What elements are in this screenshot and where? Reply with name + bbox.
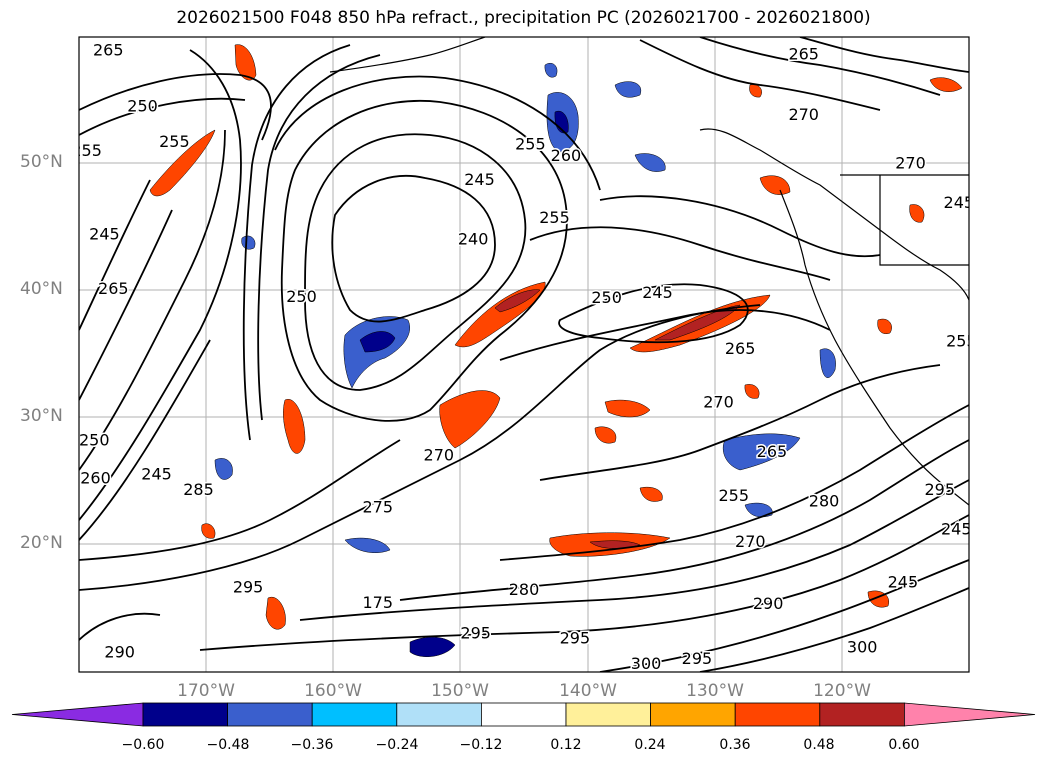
contour-label: 245 <box>89 225 120 244</box>
contour-label: 270 <box>424 446 455 465</box>
colorbar-tick-label: 0.36 <box>719 737 751 753</box>
contour-label: 295 <box>460 623 491 642</box>
colorbar-segment <box>734 702 821 727</box>
colorbar-segment <box>142 702 228 727</box>
colorbar-segment <box>480 702 567 727</box>
colorbar-segment <box>396 702 482 727</box>
contour-label: 240 <box>458 230 489 249</box>
contour-label: 290 <box>753 594 784 613</box>
colorbar-segment <box>11 702 144 727</box>
colorbar-tick-label: 0.24 <box>634 737 666 753</box>
contour-label: 245 <box>141 465 172 484</box>
colorbar-segment <box>819 702 905 727</box>
contour-label: 270 <box>788 105 819 124</box>
colorbar-tick-label: 0.12 <box>550 737 582 753</box>
contour-label: 255 <box>719 486 750 505</box>
contour-label: 295 <box>924 480 955 499</box>
lat-label: 20°N <box>20 533 63 553</box>
contour-label: 255 <box>71 141 102 160</box>
contour-label: 270 <box>735 532 766 551</box>
contour-label: 265 <box>757 442 788 461</box>
colorbar-tick-label: −0.36 <box>290 737 334 753</box>
contour-label: 255 <box>539 208 570 227</box>
lon-label: 150°W <box>431 681 489 701</box>
colorbar-segment <box>565 702 651 727</box>
colorbar-segment <box>227 702 313 727</box>
contour-label: 300 <box>631 654 662 673</box>
colorbar-tick-label: 0.60 <box>888 737 920 753</box>
contour-label: 250 <box>79 430 110 449</box>
contour-label: 265 <box>788 44 819 63</box>
colorbar-segment <box>311 702 398 727</box>
contour-label: 280 <box>809 491 840 510</box>
lon-label: 170°W <box>177 681 235 701</box>
colorbar-tick-label: −0.12 <box>459 737 503 753</box>
contour-label: 265 <box>98 279 129 298</box>
lon-label: 120°W <box>813 681 871 701</box>
colorbar-tick-label: −0.60 <box>121 737 165 753</box>
contour-label: 260 <box>80 468 111 487</box>
contour-label: 285 <box>183 480 214 499</box>
lon-label: 140°W <box>559 681 617 701</box>
contour-label: 280 <box>509 580 540 599</box>
contour-label: 270 <box>703 392 734 411</box>
contour-label: 250 <box>286 287 317 306</box>
lat-label: 30°N <box>20 406 63 426</box>
contour-label: 275 <box>363 498 394 517</box>
contour-label: 270 <box>895 154 926 173</box>
contour-label: 245 <box>944 193 975 212</box>
contour-label: 265 <box>93 40 124 59</box>
contour-label: 245 <box>464 170 495 189</box>
contour-label: 255 <box>159 132 190 151</box>
graticule <box>79 37 969 672</box>
contour-label: 245 <box>941 519 972 538</box>
contour-label: 265 <box>725 339 756 358</box>
page-title: 2026021500 F048 850 hPa refract., precip… <box>176 8 871 28</box>
lat-label: 50°N <box>20 152 63 172</box>
contour-label: 280 <box>407 668 438 687</box>
contour-label: 290 <box>104 642 135 661</box>
contour-label: 300 <box>847 637 878 656</box>
contour-label: 250 <box>127 96 158 115</box>
contour-label: 255 <box>946 331 977 350</box>
colorbar-tick-label: 0.48 <box>803 737 835 753</box>
lon-label: 160°W <box>304 681 362 701</box>
contour-label: 175 <box>363 593 394 612</box>
contour-label: 295 <box>682 649 713 668</box>
refractivity-contours <box>79 37 969 672</box>
contour-label: 245 <box>642 283 673 302</box>
coastlines <box>329 37 969 506</box>
colorbar-tick-label: −0.24 <box>375 737 419 753</box>
contour-label: 295 <box>560 628 591 647</box>
colorbar-segment <box>904 702 1036 727</box>
contour-label: 250 <box>591 288 622 307</box>
contour-label: 245 <box>888 573 919 592</box>
contour-label: 295 <box>233 578 264 597</box>
colorbar-tick-label: −0.48 <box>206 737 250 753</box>
colorbar-segment <box>650 702 736 727</box>
lon-label: 130°W <box>686 681 744 701</box>
map-frame <box>78 36 970 673</box>
colorbar <box>11 702 1036 727</box>
contour-label: 260 <box>551 146 582 165</box>
lat-label: 40°N <box>20 279 63 299</box>
contour-label: 255 <box>515 134 546 153</box>
